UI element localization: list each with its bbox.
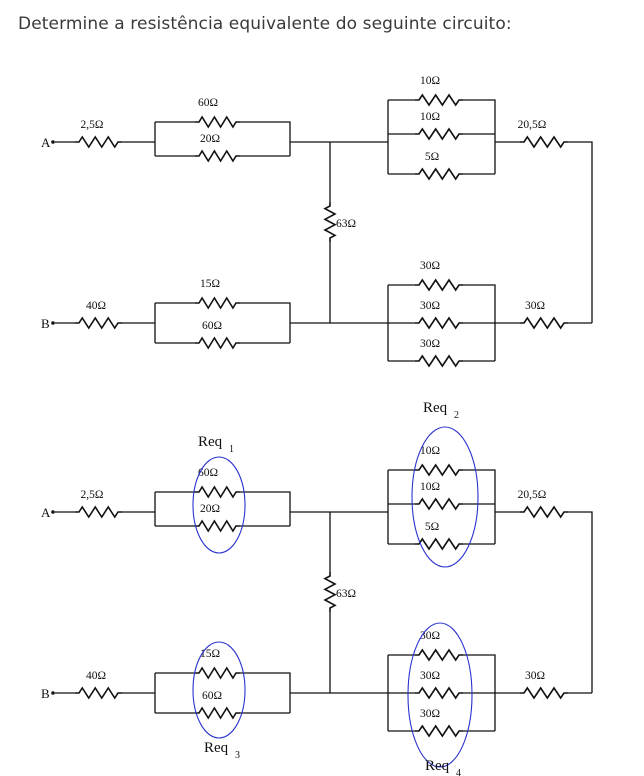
req3-ellipse [192, 641, 246, 739]
resistor-63-ohm [323, 202, 337, 242]
resistor-label: 15Ω [200, 648, 220, 660]
resistor-30-ohm [415, 354, 463, 368]
resistor-label: 60Ω [198, 467, 218, 479]
resistor-10-ohm [415, 463, 463, 477]
resistor-label: 63Ω [336, 218, 356, 230]
resistor-label: 30Ω [420, 338, 440, 350]
terminal-a: A [41, 505, 51, 520]
resistor-label: 60Ω [202, 690, 222, 702]
req-base: Req [204, 740, 229, 756]
wire [568, 141, 593, 323]
resistor-20-ohm [195, 519, 240, 533]
resistor-30-ohm [520, 316, 568, 330]
resistor-15-ohm [195, 666, 240, 680]
resistor-label: 30Ω [420, 670, 440, 682]
resistor-30-ohm [415, 316, 463, 330]
resistor-60-ohm [195, 336, 240, 350]
wire [568, 511, 593, 693]
resistor-20-ohm [195, 149, 240, 163]
terminal-dot [51, 510, 55, 514]
resistor-60-ohm [195, 485, 240, 499]
resistor-label: 5Ω [425, 521, 439, 533]
req-label-req4: Req 4 [425, 758, 461, 776]
resistor-20-5-ohm [520, 135, 568, 149]
req2-ellipse [411, 426, 479, 568]
terminal-b: B [41, 316, 50, 331]
wire [463, 654, 496, 731]
question-text: Determine a resistência equivalente do s… [18, 14, 512, 34]
resistor-label: 30Ω [420, 630, 440, 642]
terminal-dot [51, 140, 55, 144]
resistor-10-ohm [415, 127, 463, 141]
req-subscript: 2 [454, 410, 459, 421]
resistor-label: 10Ω [420, 481, 440, 493]
resistor-label: 40Ω [86, 670, 106, 682]
resistor-label: 40Ω [86, 300, 106, 312]
resistor-label: 30Ω [525, 300, 545, 312]
wire [463, 469, 496, 544]
terminal-dot [51, 691, 55, 695]
wire [463, 99, 496, 174]
resistor-10-ohm [415, 93, 463, 107]
req-label-req1: Req 1 [198, 434, 234, 455]
resistor-label: 30Ω [525, 670, 545, 682]
req-subscript: 1 [229, 444, 234, 455]
resistor-label: 2,5Ω [81, 119, 104, 131]
terminal-b: B [41, 686, 50, 701]
resistor-label: 5Ω [425, 151, 439, 163]
resistor-63-ohm [323, 572, 337, 612]
resistor-label: 10Ω [420, 111, 440, 123]
resistor-30-ohm [520, 686, 568, 700]
wire [240, 491, 291, 526]
resistor-label: 2,5Ω [81, 489, 104, 501]
resistor-label: 20Ω [200, 503, 220, 515]
req1-ellipse [192, 456, 246, 554]
resistor-30-ohm [415, 278, 463, 292]
resistor-2-5-ohm [75, 505, 122, 519]
resistor-label: 60Ω [198, 97, 218, 109]
req-label-req2: Req 2 [423, 400, 459, 421]
resistor-40-ohm [75, 316, 122, 330]
resistor-60-ohm [195, 706, 240, 720]
wire [463, 284, 496, 361]
terminal-dot [51, 321, 55, 325]
resistor-10-ohm [415, 497, 463, 511]
wire [240, 302, 291, 343]
resistor-30-ohm [415, 686, 463, 700]
req-base: Req [425, 758, 450, 774]
resistor-label: 63Ω [336, 588, 356, 600]
resistor-label: 20,5Ω [518, 489, 547, 501]
resistor-label: 30Ω [420, 708, 440, 720]
wire [240, 121, 291, 156]
resistor-2-5-ohm [75, 135, 122, 149]
req-subscript: 4 [456, 768, 461, 776]
resistor-30-ohm [415, 648, 463, 662]
resistor-40-ohm [75, 686, 122, 700]
req4-ellipse [407, 622, 473, 768]
resistor-15-ohm [195, 296, 240, 310]
resistor-5-ohm [415, 167, 463, 181]
resistor-label: 15Ω [200, 278, 220, 290]
resistor-label: 30Ω [420, 260, 440, 272]
req-base: Req [198, 434, 223, 450]
req-label-req3: Req 3 [204, 740, 240, 761]
req-base: Req [423, 400, 448, 416]
resistor-30-ohm [415, 724, 463, 738]
resistor-label: 20Ω [200, 133, 220, 145]
resistor-label: 20,5Ω [518, 119, 547, 131]
resistor-label: 30Ω [420, 300, 440, 312]
resistor-label: 10Ω [420, 75, 440, 87]
resistor-label: 60Ω [202, 320, 222, 332]
resistor-5-ohm [415, 537, 463, 551]
wire [240, 672, 291, 713]
resistor-20-5-ohm [520, 505, 568, 519]
resistor-60-ohm [195, 115, 240, 129]
resistor-label: 10Ω [420, 445, 440, 457]
req-subscript: 3 [235, 750, 240, 761]
terminal-a: A [41, 135, 51, 150]
